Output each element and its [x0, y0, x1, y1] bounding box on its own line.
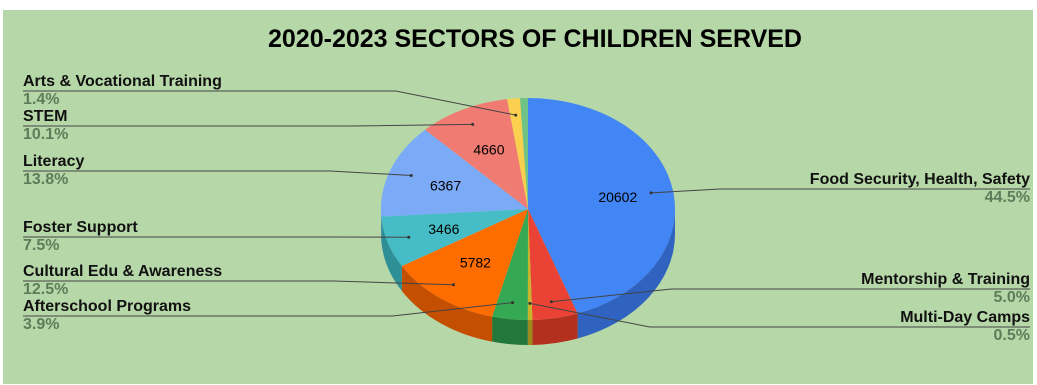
slice-category-label: Arts & Vocational Training: [23, 73, 222, 90]
pie-slice[interactable]: [528, 98, 676, 314]
pie-slice[interactable]: [401, 209, 528, 317]
label-leader-line: [23, 123, 473, 127]
slice-value-label: 4660: [473, 141, 504, 157]
leader-anchor-dot: [407, 235, 411, 239]
slice-percent-label: 10.1%: [23, 126, 68, 143]
slice-value-label: 5782: [460, 254, 491, 270]
slice-category-label: Foster Support: [23, 219, 138, 236]
pie-slice-side: [401, 265, 493, 342]
pie-slice-side: [381, 216, 402, 291]
slice-category-label: STEM: [23, 108, 67, 125]
slice-percent-label: 5.0%: [994, 289, 1030, 306]
slice-percent-label: 12.5%: [23, 281, 68, 298]
pie-slice[interactable]: [520, 98, 528, 209]
label-leader-line: [23, 280, 454, 286]
label-leader-line: [551, 288, 1030, 303]
slice-category-label: Literacy: [23, 153, 84, 170]
slice-category-label: Mentorship & Training: [861, 271, 1030, 288]
leader-anchor-dot: [451, 283, 455, 287]
slice-percent-label: 7.5%: [23, 237, 59, 254]
slice-category-label: Afterschool Programs: [23, 298, 191, 315]
label-leader-line: [529, 302, 1030, 328]
pie-slice-side: [577, 209, 675, 339]
leader-anchor-dot: [549, 300, 553, 304]
pie-slice[interactable]: [527, 209, 533, 320]
leader-anchor-dot: [514, 113, 518, 117]
pie-slice-side: [527, 319, 533, 346]
slice-percent-label: 44.5%: [985, 189, 1030, 206]
pie-slice[interactable]: [425, 99, 528, 209]
leader-anchor-dot: [409, 173, 413, 177]
leader-anchor-dot: [511, 301, 515, 305]
slice-value-label: 20602: [598, 189, 637, 205]
pie-slice-side: [532, 313, 578, 345]
pie-slice-side: [492, 316, 528, 345]
label-leader-line: [23, 302, 513, 317]
slice-category-label: Cultural Edu & Awareness: [23, 263, 222, 280]
pie-slice[interactable]: [381, 129, 528, 217]
slice-category-label: Multi-Day Camps: [900, 309, 1030, 326]
leader-anchor-dot: [528, 301, 532, 305]
leader-anchor-dot: [471, 122, 475, 126]
pie-slice[interactable]: [381, 209, 528, 266]
slice-value-label: 3466: [428, 221, 459, 237]
slice-percent-label: 3.9%: [23, 316, 59, 333]
slice-percent-label: 0.5%: [994, 327, 1030, 344]
label-leader-line: [23, 90, 516, 116]
pie-slice[interactable]: [528, 209, 578, 320]
slice-percent-label: 1.4%: [23, 91, 59, 108]
slice-category-label: Food Security, Health, Safety: [810, 171, 1030, 188]
slice-percent-label: 13.8%: [23, 171, 68, 188]
pie-slice[interactable]: [492, 209, 528, 320]
pie-slice[interactable]: [507, 98, 528, 209]
chart-title: 2020-2023 SECTORS OF CHILDREN SERVED: [268, 25, 802, 53]
label-leader-line: [23, 170, 412, 176]
leader-anchor-dot: [649, 191, 653, 195]
slice-value-label: 6367: [430, 177, 461, 193]
label-leader-line: [651, 188, 1030, 194]
